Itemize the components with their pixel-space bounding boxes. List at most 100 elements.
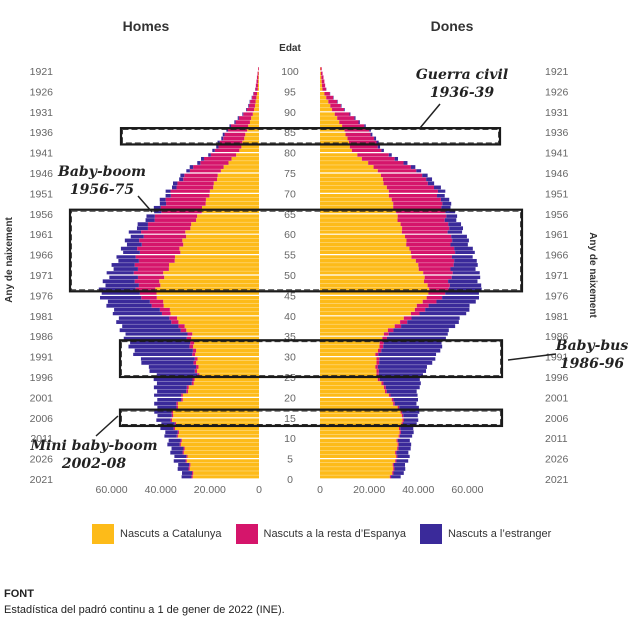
year-tick-label-left: 1921 xyxy=(30,66,54,78)
bar-homes-age50-s2 xyxy=(106,271,134,275)
bar-homes-age79-s2 xyxy=(208,152,211,157)
legend-swatch-estranger xyxy=(419,524,442,544)
bar-dones-age26-s1 xyxy=(376,369,379,373)
bar-dones-age58-s0 xyxy=(320,238,407,243)
bar-dones-age85-s2 xyxy=(369,128,371,133)
bar-dones-age47-s2 xyxy=(449,283,482,288)
bar-homes-age84-s2 xyxy=(222,132,225,137)
bar-dones-age5-s0 xyxy=(320,454,397,459)
bar-dones-age19-s1 xyxy=(391,397,394,402)
bar-homes-age12-s1 xyxy=(173,426,175,431)
bar-dones-age80-s0 xyxy=(320,148,352,153)
bar-dones-age71-s0 xyxy=(320,185,387,190)
bar-dones-age29-s1 xyxy=(376,356,380,361)
bar-dones-age76-s1 xyxy=(373,165,411,169)
bar-homes-age17-s0 xyxy=(177,405,259,410)
bar-homes-age4-s1 xyxy=(185,458,187,463)
year-tick-label-right: 1971 xyxy=(545,270,569,282)
annotation-years-guerra-civil: 1936-39 xyxy=(430,85,495,101)
bar-dones-age31-s0 xyxy=(320,348,378,353)
bar-homes-age65-s1 xyxy=(161,210,202,214)
bar-homes-age26-s1 xyxy=(194,369,198,373)
bar-homes-age91-s0 xyxy=(254,103,259,108)
bar-dones-age63-s2 xyxy=(444,218,457,222)
bar-homes-age57-s0 xyxy=(183,242,259,247)
bar-homes-age34-s0 xyxy=(191,336,259,341)
bar-homes-age2-s2 xyxy=(177,467,189,471)
bar-dones-age88-s1 xyxy=(337,116,355,120)
bar-dones-age16-s2 xyxy=(402,409,420,414)
bar-homes-age68-s1 xyxy=(165,197,206,202)
bar-dones-age45-s0 xyxy=(320,291,429,296)
bar-homes-age88-s1 xyxy=(238,116,252,120)
bar-homes-age8-s0 xyxy=(180,442,259,447)
bar-homes-age61-s2 xyxy=(136,226,148,231)
bar-dones-age63-s1 xyxy=(397,218,445,222)
bar-homes-age22-s2 xyxy=(153,385,187,390)
x-tick-label-right: 20.000 xyxy=(353,484,385,496)
bar-homes-age16-s0 xyxy=(173,409,259,414)
bar-homes-age89-s2 xyxy=(242,112,244,116)
bar-homes-age78-s2 xyxy=(201,156,204,161)
year-tick-label-left: 1976 xyxy=(30,290,54,302)
bar-dones-age3-s0 xyxy=(320,462,393,467)
bar-dones-age7-s0 xyxy=(320,446,398,451)
bar-homes-age47-s1 xyxy=(138,283,161,288)
bar-dones-age33-s0 xyxy=(320,340,380,345)
bar-dones-age17-s1 xyxy=(397,405,400,410)
bar-dones-age34-s0 xyxy=(320,336,383,341)
bar-dones-age96-s1 xyxy=(322,83,326,88)
bar-dones-age39-s2 xyxy=(411,316,460,320)
bar-dones-age4-s2 xyxy=(396,458,409,463)
bar-homes-age5-s2 xyxy=(174,454,187,459)
bar-dones-age21-s2 xyxy=(386,389,417,394)
age-tick-label: 30 xyxy=(284,352,296,364)
age-tick-label: 15 xyxy=(284,413,296,425)
bar-homes-age32-s0 xyxy=(193,344,259,349)
bar-dones-age74-s0 xyxy=(320,173,381,178)
bar-dones-age2-s1 xyxy=(393,467,395,471)
bar-homes-age62-s0 xyxy=(191,222,259,227)
bar-homes-age71-s1 xyxy=(176,185,214,190)
bar-homes-age70-s1 xyxy=(170,189,210,194)
bar-dones-age50-s0 xyxy=(320,271,424,275)
bar-dones-age27-s2 xyxy=(377,365,427,369)
bar-homes-age4-s2 xyxy=(173,458,186,463)
bar-dones-age87-s1 xyxy=(339,120,359,125)
bar-homes-age30-s2 xyxy=(133,352,193,357)
source-note: FONT Estadística del padró continu a 1 d… xyxy=(4,588,285,616)
x-tick-label-right: 40.000 xyxy=(402,484,434,496)
bar-homes-age86-s0 xyxy=(248,124,259,129)
bar-homes-age69-s0 xyxy=(209,193,259,198)
bar-homes-age77-s1 xyxy=(200,161,229,165)
bar-dones-age69-s1 xyxy=(388,193,438,198)
bar-homes-age3-s0 xyxy=(190,462,259,467)
age-tick-label: 95 xyxy=(284,86,296,98)
bar-homes-age91-s2 xyxy=(248,103,249,108)
bar-dones-age54-s1 xyxy=(411,254,452,259)
bar-dones-age3-s2 xyxy=(393,462,406,467)
year-tick-label-right: 1986 xyxy=(545,331,569,343)
bar-dones-age36-s1 xyxy=(387,328,394,333)
annotation-box-0 xyxy=(119,127,502,146)
bar-dones-age95-s0 xyxy=(320,87,323,92)
bar-homes-age77-s2 xyxy=(197,161,201,165)
bar-homes-age38-s2 xyxy=(116,320,172,324)
bar-homes-age96-s1 xyxy=(255,83,258,88)
bar-homes-age10-s0 xyxy=(177,434,259,439)
bar-dones-age54-s2 xyxy=(451,254,473,259)
bar-dones-age23-s0 xyxy=(320,381,382,386)
bar-homes-age97-s0 xyxy=(258,79,259,84)
bar-homes-age34-s1 xyxy=(186,336,192,341)
year-tick-label-left: 2001 xyxy=(30,392,54,404)
bar-dones-age14-s0 xyxy=(320,418,403,422)
bar-dones-age93-s0 xyxy=(320,95,327,100)
bar-homes-age79-s1 xyxy=(210,152,237,157)
bar-homes-age89-s0 xyxy=(252,112,259,116)
year-tick-label-right: 1996 xyxy=(545,372,569,384)
legend-item-estranger: Nascuts a l’estranger xyxy=(419,524,551,544)
bar-homes-age19-s2 xyxy=(157,397,182,402)
axis-title-right: Any de naixement xyxy=(587,232,598,318)
year-tick-label-right: 2001 xyxy=(545,392,569,404)
bar-homes-age24-s0 xyxy=(194,377,259,382)
